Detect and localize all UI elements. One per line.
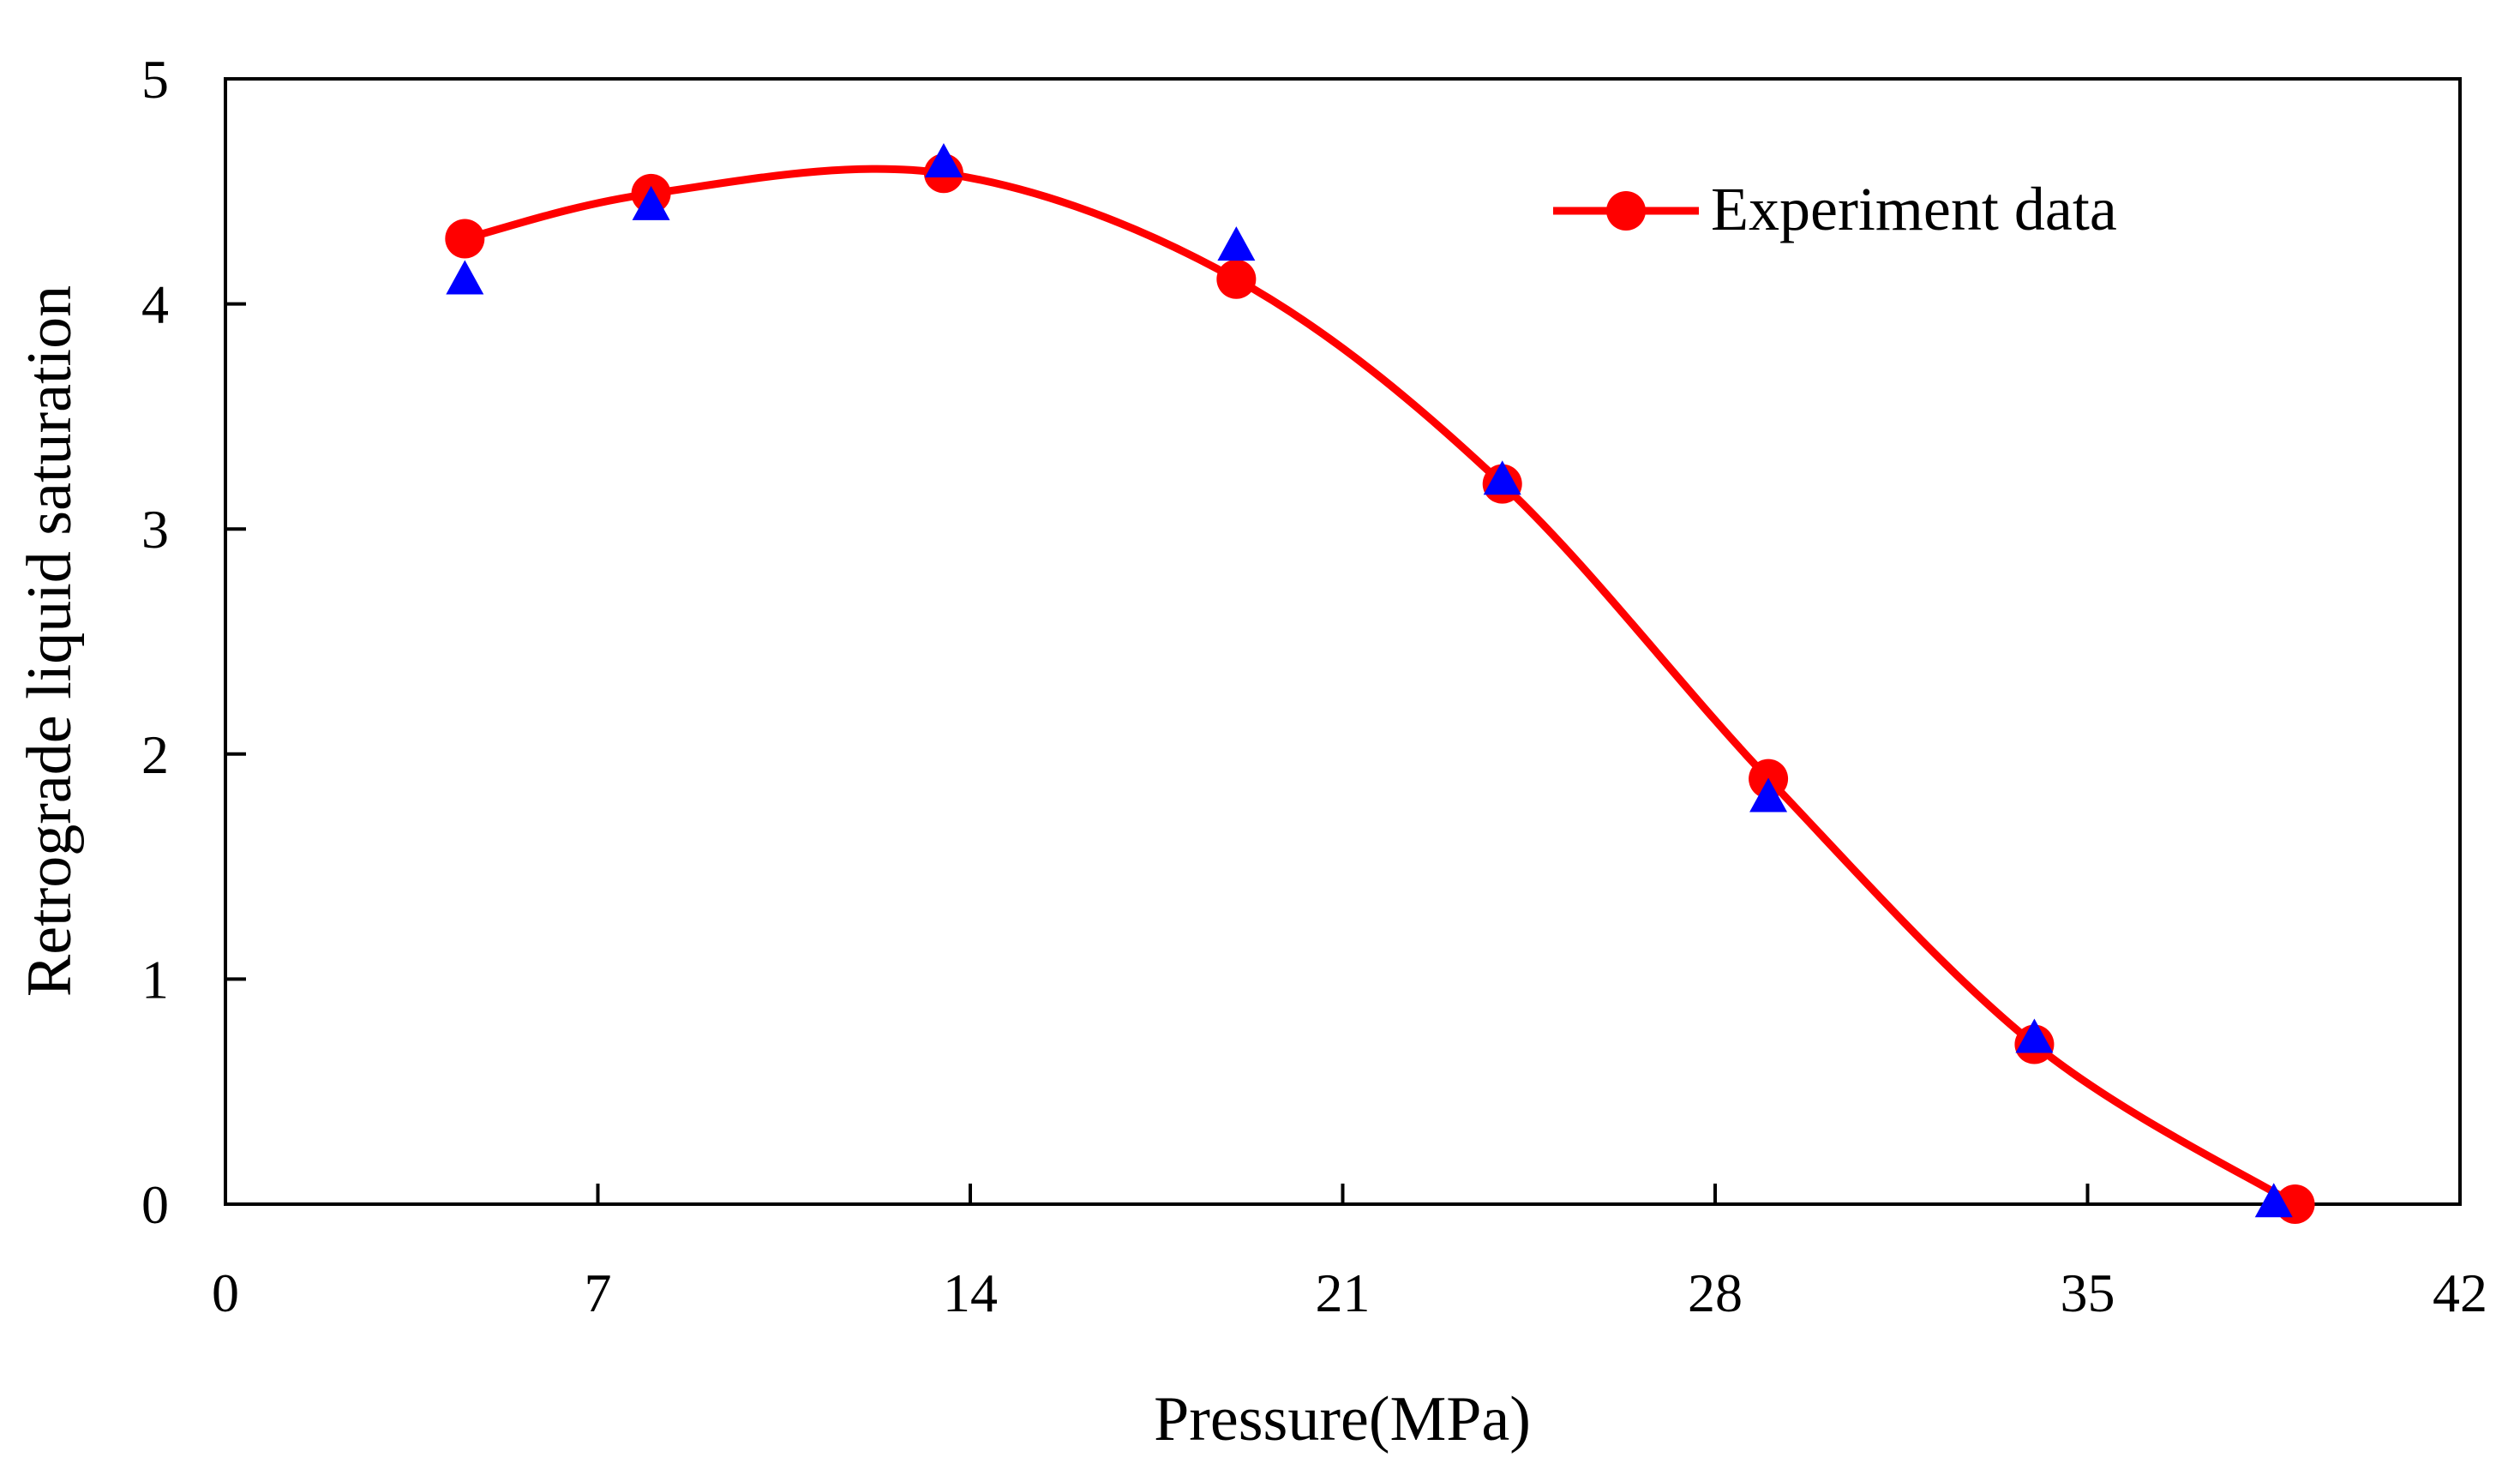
triangle-data-point [1217, 226, 1256, 261]
y-tick-label: 4 [141, 274, 169, 335]
triangle-data-point [446, 260, 484, 295]
series-layer [445, 142, 2315, 1224]
y-axis-title: Retrograde liquid saturation [15, 285, 85, 997]
legend: Experiment data [1553, 175, 2117, 243]
x-tick-label: 14 [943, 1262, 998, 1323]
x-tick-label: 35 [2061, 1262, 2115, 1323]
y-tick-label: 3 [141, 499, 169, 560]
triangle-data-point [1483, 460, 1521, 495]
triangle-data-point [2015, 1018, 2054, 1053]
y-tick-label: 0 [141, 1174, 169, 1235]
triangle-data-point [924, 142, 963, 177]
x-axis-title: Pressure(MPa) [1154, 1384, 1531, 1454]
triangle-data-point [1749, 777, 1788, 812]
plot-area-frame [224, 77, 2462, 1206]
triangle-data-point [2254, 1183, 2293, 1218]
x-tick-label: 7 [585, 1262, 612, 1323]
x-tick-label: 42 [2433, 1262, 2487, 1323]
y-tick-label: 2 [141, 724, 169, 785]
x-axis-ticks: 0 7 14 21 28 35 42 [212, 1184, 2487, 1323]
y-axis-ticks: 0 1 2 3 4 5 [141, 49, 246, 1235]
y-tick-label: 5 [141, 49, 169, 110]
triangle-data-point [632, 185, 670, 220]
experiment-data-point [445, 219, 485, 259]
experiment-data-point [1216, 259, 1257, 299]
x-tick-label: 28 [1688, 1262, 1743, 1323]
experiment-data-curve [464, 165, 2297, 1208]
legend-label: Experiment data [1711, 175, 2117, 243]
x-tick-label: 21 [1316, 1262, 1371, 1323]
legend-circle-marker [1606, 191, 1646, 231]
y-tick-label: 1 [141, 949, 169, 1010]
x-tick-label: 0 [212, 1262, 239, 1323]
